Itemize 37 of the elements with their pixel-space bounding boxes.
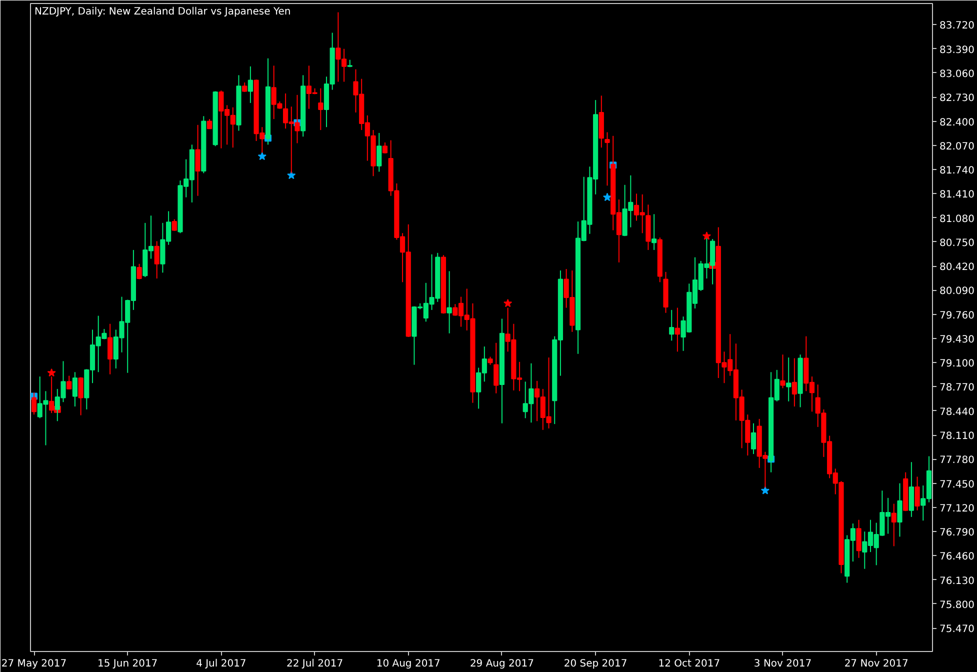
y-tick-label: 80.750 bbox=[940, 238, 974, 249]
y-tick-label: 81.740 bbox=[940, 166, 974, 177]
y-tick-label: 76.790 bbox=[940, 528, 974, 539]
y-tick-label: 75.800 bbox=[940, 600, 974, 611]
y-tick-label: 80.420 bbox=[940, 262, 974, 274]
y-tick-label: 76.460 bbox=[940, 552, 974, 563]
y-tick-label: 79.760 bbox=[940, 310, 974, 322]
y-tick-label: 79.100 bbox=[940, 358, 974, 370]
y-tick-label: 75.470 bbox=[940, 624, 974, 636]
x-tick-label: 27 May 2017 bbox=[1, 658, 67, 670]
x-tick-label: 10 Aug 2017 bbox=[376, 658, 440, 670]
y-tick-label: 78.110 bbox=[940, 431, 974, 442]
x-tick-label: 29 Aug 2017 bbox=[470, 658, 534, 670]
y-tick-label: 80.090 bbox=[940, 286, 974, 298]
x-tick-label: 12 Oct 2017 bbox=[658, 658, 720, 670]
y-tick-label: 77.450 bbox=[940, 479, 974, 490]
y-tick-label: 82.400 bbox=[940, 117, 974, 128]
y-tick-label: 77.780 bbox=[940, 455, 974, 466]
y-tick-label: 76.130 bbox=[940, 576, 974, 587]
x-tick-label: 20 Sep 2017 bbox=[564, 658, 628, 670]
x-tick-label: 22 Jul 2017 bbox=[286, 658, 344, 670]
y-tick-label: 79.430 bbox=[940, 334, 974, 346]
y-tick-label: 78.440 bbox=[940, 406, 974, 418]
y-tick-label: 77.120 bbox=[940, 503, 974, 514]
chart-title: NZDJPY, Daily: New Zealand Dollar vs Japanese Yen bbox=[34, 6, 291, 18]
y-tick-label: 82.730 bbox=[940, 93, 974, 104]
y-tick-label: 81.080 bbox=[940, 214, 974, 225]
x-tick-label: 3 Nov 2017 bbox=[754, 658, 812, 670]
y-tick-label: 83.390 bbox=[940, 44, 974, 56]
y-tick-label: 82.070 bbox=[940, 141, 974, 152]
y-tick-label: 78.770 bbox=[940, 382, 974, 394]
x-tick-label: 4 Jul 2017 bbox=[196, 658, 246, 670]
x-tick-label: 15 Jun 2017 bbox=[98, 658, 158, 670]
y-tick-label: 83.720 bbox=[940, 20, 974, 32]
y-tick-label: 83.060 bbox=[940, 68, 974, 80]
y-tick-label: 81.410 bbox=[940, 190, 974, 201]
x-tick-label: 27 Nov 2017 bbox=[844, 658, 908, 670]
